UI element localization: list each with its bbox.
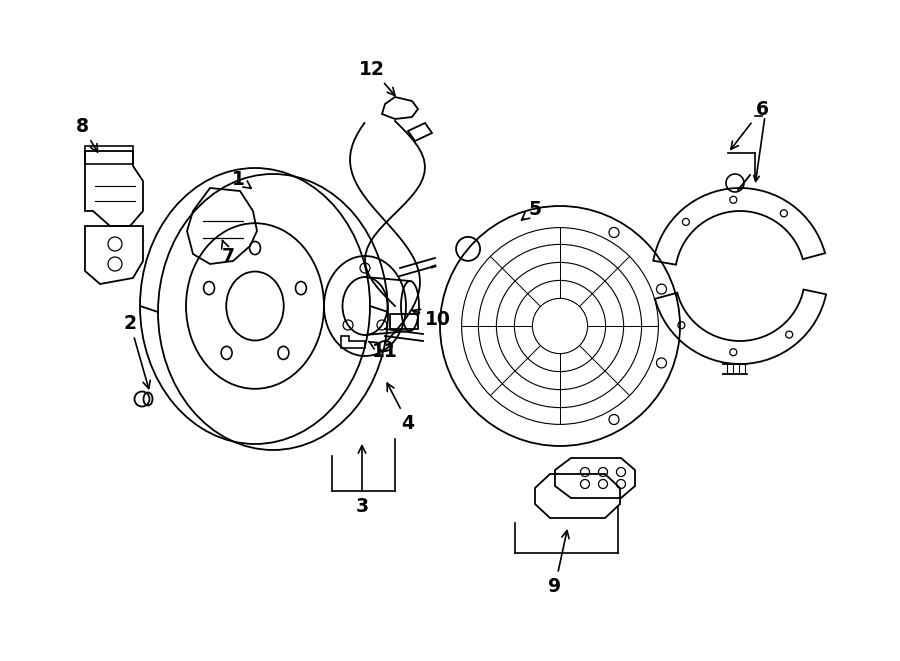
Text: 1: 1 (231, 169, 251, 188)
Text: 8: 8 (76, 116, 97, 152)
Text: 10: 10 (412, 309, 451, 329)
Text: 7: 7 (221, 241, 235, 266)
Text: 5: 5 (522, 200, 542, 220)
Text: 11: 11 (369, 342, 398, 360)
Text: 4: 4 (387, 383, 415, 432)
Text: 2: 2 (123, 313, 150, 389)
Text: 9: 9 (548, 531, 569, 596)
Text: 3: 3 (356, 446, 369, 516)
Text: 6: 6 (731, 100, 769, 149)
Text: 12: 12 (359, 59, 395, 95)
Bar (85, 146, 133, 164)
